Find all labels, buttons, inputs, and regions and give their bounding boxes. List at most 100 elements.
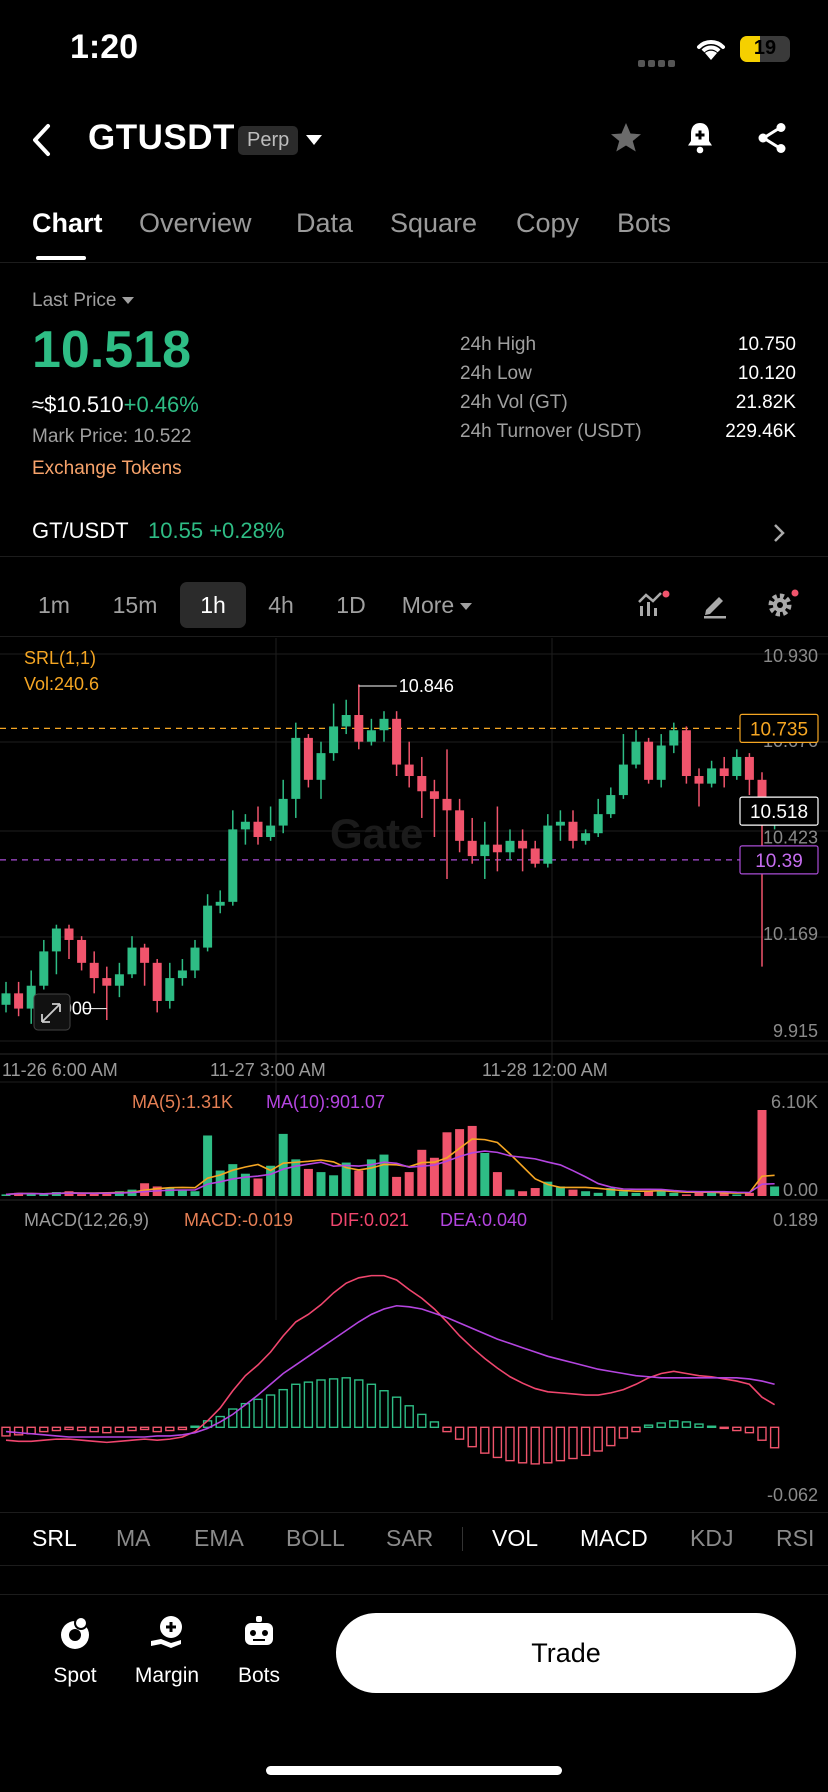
- bottom-spot[interactable]: Spot: [30, 1613, 120, 1688]
- candle-body: [618, 764, 628, 796]
- volume-bar: [165, 1188, 175, 1196]
- candle-body: [14, 993, 24, 1009]
- macd-histogram-bar: [165, 1426, 175, 1432]
- status-time: 1:20: [70, 28, 139, 66]
- volume-ma10-label: MA(10):901.07: [266, 1092, 385, 1112]
- volume-bar: [593, 1192, 603, 1196]
- macd-histogram-bar: [139, 1426, 150, 1431]
- indicator-macd[interactable]: MACD: [580, 1525, 648, 1551]
- macd-y-max: 0.189: [773, 1210, 818, 1230]
- x-axis-label: 11-28 12:00 AM: [482, 1060, 608, 1080]
- volume-bar: [341, 1162, 351, 1196]
- candlestick-chart[interactable]: Gate10.93010.67610.42310.1699.91510.7351…: [0, 638, 828, 1510]
- dropdown-icon: [460, 603, 473, 611]
- timeframe-4h[interactable]: 4h: [268, 592, 294, 618]
- macd-histogram-bar: [13, 1426, 24, 1436]
- trade-button[interactable]: Trade: [336, 1613, 796, 1693]
- candle-body: [543, 825, 553, 864]
- macd-histogram-bar: [631, 1426, 641, 1433]
- timeframe-15m[interactable]: 15m: [112, 592, 158, 618]
- wifi-icon: [694, 36, 728, 67]
- favorite-star-icon[interactable]: [608, 120, 644, 161]
- spot-price: 10.55: [148, 518, 204, 543]
- volume-bar: [530, 1188, 540, 1196]
- macd-histogram-bar: [505, 1426, 515, 1462]
- volume-bar: [190, 1191, 200, 1196]
- tab-data[interactable]: Data: [296, 208, 354, 238]
- indicator-ma[interactable]: MA: [116, 1525, 151, 1551]
- srl-price-tag-box: [739, 713, 819, 743]
- volume-bar: [442, 1132, 452, 1196]
- volume-bar: [253, 1178, 263, 1196]
- spot-pair-price: 10.55 +0.28%: [148, 518, 284, 544]
- candle-body: [228, 829, 238, 902]
- volume-bar: [492, 1172, 502, 1196]
- tab-copy[interactable]: Copy: [516, 208, 580, 238]
- volume-y-min: 0.00: [783, 1180, 818, 1200]
- candle-body: [568, 821, 578, 841]
- tab-overview[interactable]: Overview: [139, 208, 252, 238]
- macd-histogram-bar: [127, 1426, 137, 1432]
- indicator-sar[interactable]: SAR: [386, 1525, 434, 1551]
- stat-value: 21.82K: [735, 392, 796, 413]
- macd-dea-label: DEA:0.040: [440, 1210, 527, 1230]
- macd-label: MACD(12,26,9): [24, 1210, 149, 1230]
- timeframe-1m[interactable]: 1m: [38, 592, 70, 618]
- candle-body: [51, 928, 61, 952]
- bottom-bar: Spot Margin Bots Trade: [0, 1594, 828, 1715]
- volume-bar: [240, 1173, 250, 1196]
- exchange-tokens-link[interactable]: Exchange Tokens: [32, 458, 182, 479]
- candle-body: [303, 737, 313, 780]
- indicators-icon[interactable]: [636, 590, 670, 625]
- candle-body: [644, 741, 654, 780]
- tab-bots[interactable]: Bots: [617, 208, 672, 238]
- timeframe-more[interactable]: More: [396, 582, 478, 628]
- drawing-tool-icon[interactable]: [700, 590, 730, 625]
- volume-bar: [606, 1188, 616, 1196]
- candle-body: [581, 833, 591, 841]
- volume-bar: [732, 1194, 742, 1196]
- volume-bar: [656, 1189, 666, 1196]
- share-icon[interactable]: [754, 120, 790, 161]
- cellular-signal-icon: [638, 54, 678, 72]
- indicator-vol[interactable]: VOL: [492, 1525, 539, 1551]
- indicator-kdj[interactable]: KDJ: [690, 1525, 734, 1551]
- candle-body: [366, 730, 376, 742]
- volume-bar: [177, 1189, 187, 1196]
- macd-histogram-bar: [643, 1424, 654, 1429]
- bottom-margin[interactable]: Margin: [122, 1613, 212, 1688]
- macd-dif-label: DIF:0.021: [330, 1210, 409, 1230]
- pair-dropdown-icon[interactable]: [306, 135, 322, 145]
- main-tabs: Chart Overview Data Square Copy Bots: [0, 200, 828, 263]
- back-icon[interactable]: [28, 122, 58, 163]
- indicator-boll[interactable]: BOLL: [286, 1525, 345, 1551]
- macd-dif-line: [5, 1274, 776, 1444]
- volume-bar: [228, 1164, 238, 1196]
- candle-body: [354, 715, 364, 742]
- indicator-ema[interactable]: EMA: [194, 1525, 244, 1551]
- macd-histogram-bar: [228, 1408, 238, 1429]
- volume-ma5-line: [5, 1138, 775, 1196]
- macd-histogram-bar: [492, 1426, 503, 1459]
- bottom-bots[interactable]: Bots: [214, 1613, 304, 1688]
- volume-bar: [266, 1165, 276, 1196]
- indicator-rsi[interactable]: RSI: [776, 1525, 815, 1551]
- chart-settings-gear-icon[interactable]: [764, 588, 800, 625]
- indicator-srl[interactable]: SRL: [32, 1525, 77, 1551]
- timeframe-1h[interactable]: 1h: [180, 582, 246, 628]
- price-alert-bell-icon[interactable]: [682, 120, 718, 161]
- volume-bar: [694, 1192, 704, 1196]
- pair-title[interactable]: GTUSDT: [88, 118, 235, 157]
- tab-chart[interactable]: Chart: [32, 208, 103, 238]
- volume-bar: [1, 1194, 11, 1196]
- tab-square[interactable]: Square: [390, 208, 478, 238]
- spot-pair-row[interactable]: GT/USDT 10.55 +0.28%: [0, 512, 828, 557]
- last-price-selector[interactable]: Last Price: [32, 290, 135, 312]
- volume-bar: [329, 1175, 339, 1196]
- usd-price: ≈$10.510: [32, 392, 124, 417]
- macd-histogram-bar: [240, 1402, 251, 1429]
- candle-body: [316, 753, 326, 780]
- chart-area[interactable]: Gate10.93010.67610.42310.1699.91510.7351…: [0, 638, 828, 1515]
- perp-badge: Perp: [238, 126, 299, 155]
- timeframe-1d[interactable]: 1D: [336, 592, 366, 618]
